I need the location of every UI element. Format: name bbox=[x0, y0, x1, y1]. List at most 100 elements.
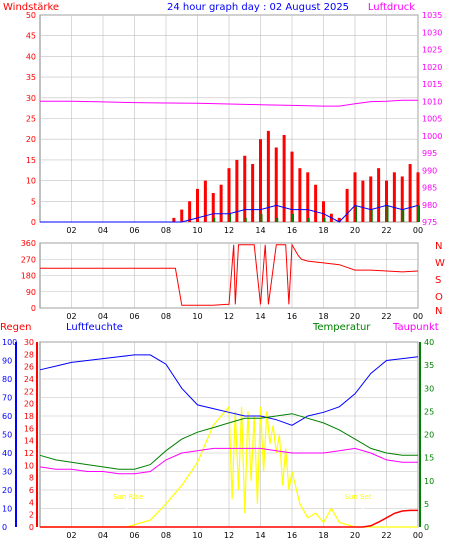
humidity-y-tick: 70 bbox=[2, 394, 12, 403]
wind-y-tick: 20 bbox=[26, 135, 36, 144]
temp-y-tick: 5 bbox=[424, 500, 429, 509]
wind-panel-x-tick: 08 bbox=[161, 226, 171, 235]
wind-y-tick: 25 bbox=[26, 115, 36, 124]
rain-y-tick: 14 bbox=[24, 437, 34, 446]
rain-y-tick: 16 bbox=[24, 424, 34, 433]
wind-panel-x-tick: 00 bbox=[413, 226, 423, 235]
temp-y-tick: 0 bbox=[424, 523, 429, 532]
pressure-y-tick: 995 bbox=[422, 149, 437, 158]
dewpoint-line bbox=[39, 447, 418, 475]
humidity-y-tick: 80 bbox=[2, 375, 12, 384]
climate-panel-x-tick: 12 bbox=[224, 531, 234, 540]
climate-panel-x-tick: 10 bbox=[192, 531, 202, 540]
humidity-y-tick: 100 bbox=[2, 338, 17, 347]
direction-panel-x-tick: 22 bbox=[381, 312, 391, 321]
wind-y-tick: 30 bbox=[26, 94, 36, 103]
direction-panel-x-tick: 20 bbox=[350, 312, 360, 321]
temp-y-tick: 25 bbox=[424, 407, 434, 416]
pressure-y-tick: 975 bbox=[422, 218, 437, 227]
wind-panel-x-tick: 16 bbox=[287, 226, 297, 235]
direction-y-tick: 0 bbox=[31, 304, 36, 313]
compass-letter-s: S bbox=[435, 275, 441, 286]
temperature-axis-title: Temperatur bbox=[312, 322, 371, 333]
rain-axis-title: Regen bbox=[0, 322, 32, 333]
humidity-y-tick: 20 bbox=[2, 486, 12, 495]
direction-panel-x-tick: 12 bbox=[224, 312, 234, 321]
dewpoint-axis-title: Taupunkt bbox=[392, 322, 439, 333]
chart-marks: 0510152025303540455097598098599099510001… bbox=[2, 11, 442, 540]
chart-title: 24 hour graph day : 02 August 2025 bbox=[167, 2, 349, 13]
rain-y-tick: 4 bbox=[29, 498, 34, 507]
sun-set-label: Sun Set bbox=[344, 493, 371, 501]
sun-rise-label: Sun Rise bbox=[113, 493, 143, 501]
wind-y-tick: 35 bbox=[26, 73, 36, 82]
wind-panel-x-tick: 04 bbox=[98, 226, 108, 235]
direction-y-tick: 90 bbox=[26, 288, 36, 297]
rain-y-tick: 26 bbox=[24, 363, 34, 372]
direction-panel-x-tick: 08 bbox=[161, 312, 171, 321]
temperature-line bbox=[39, 413, 418, 470]
rain-y-tick: 20 bbox=[24, 400, 34, 409]
wind-y-tick: 10 bbox=[26, 177, 36, 186]
rain-line bbox=[40, 509, 418, 528]
wind-y-tick: 40 bbox=[26, 52, 36, 61]
pressure-axis-title: Luftdruck bbox=[368, 2, 415, 13]
temp-y-tick: 20 bbox=[424, 431, 434, 440]
climate-panel-x-tick: 22 bbox=[381, 531, 391, 540]
climate-panel-x-tick: 08 bbox=[161, 531, 171, 540]
pressure-y-tick: 990 bbox=[422, 166, 437, 175]
climate-panel-x-tick: 00 bbox=[413, 531, 423, 540]
humidity-y-tick: 60 bbox=[2, 412, 12, 421]
wind-y-tick: 5 bbox=[31, 197, 36, 206]
humidity-y-tick: 10 bbox=[2, 505, 12, 514]
pressure-y-tick: 1025 bbox=[422, 46, 442, 55]
compass-letter-n-bottom: N bbox=[435, 306, 442, 317]
humidity-axis-title: Luftfeuchte bbox=[66, 322, 123, 333]
wind-panel-x-tick: 18 bbox=[318, 226, 328, 235]
rain-y-tick: 8 bbox=[29, 474, 34, 483]
wind-axis-title: Windstärke bbox=[3, 2, 59, 13]
wind-panel-x-tick: 14 bbox=[255, 226, 265, 235]
wind-panel-x-tick: 06 bbox=[129, 226, 139, 235]
pressure-y-tick: 985 bbox=[422, 184, 437, 193]
wind-average-line bbox=[40, 204, 419, 223]
climate-panel-x-tick: 04 bbox=[98, 531, 108, 540]
rain-y-tick: 30 bbox=[24, 338, 34, 347]
climate-panel-x-tick: 14 bbox=[255, 531, 265, 540]
climate-panel-x-tick: 18 bbox=[318, 531, 328, 540]
rain-y-tick: 24 bbox=[24, 375, 34, 384]
direction-panel-x-tick: 02 bbox=[66, 312, 76, 321]
rain-y-tick: 12 bbox=[24, 449, 34, 458]
temp-y-tick: 30 bbox=[424, 384, 434, 393]
wind-y-tick: 15 bbox=[26, 156, 36, 165]
wind-y-tick: 45 bbox=[26, 32, 36, 41]
compass-letter-n-top: N bbox=[435, 241, 442, 252]
rain-y-tick: 22 bbox=[24, 387, 34, 396]
humidity-line bbox=[39, 354, 419, 426]
climate-panel-x-tick: 20 bbox=[350, 531, 360, 540]
direction-panel-x-tick: 06 bbox=[129, 312, 139, 321]
pressure-y-tick: 1030 bbox=[422, 28, 442, 37]
pressure-y-tick: 1000 bbox=[422, 132, 442, 141]
pressure-y-tick: 1015 bbox=[422, 80, 442, 89]
solar-line bbox=[40, 405, 418, 528]
wind-panel-x-tick: 20 bbox=[350, 226, 360, 235]
humidity-y-tick: 50 bbox=[2, 431, 12, 440]
humidity-y-tick: 0 bbox=[2, 523, 7, 532]
humidity-y-tick: 30 bbox=[2, 468, 12, 477]
wind-panel-x-tick: 12 bbox=[224, 226, 234, 235]
compass-letter-o: O bbox=[435, 292, 443, 303]
direction-panel-x-tick: 00 bbox=[413, 312, 423, 321]
direction-y-tick: 180 bbox=[21, 272, 36, 281]
direction-y-tick: 270 bbox=[21, 255, 36, 264]
direction-panel-x-tick: 16 bbox=[287, 312, 297, 321]
temp-y-tick: 35 bbox=[424, 361, 434, 370]
temp-y-tick: 10 bbox=[424, 477, 434, 486]
rain-y-tick: 2 bbox=[29, 511, 34, 520]
direction-panel-x-tick: 10 bbox=[192, 312, 202, 321]
pressure-y-tick: 1005 bbox=[422, 115, 442, 124]
pressure-y-tick: 1035 bbox=[422, 11, 442, 20]
temp-y-tick: 15 bbox=[424, 454, 434, 463]
